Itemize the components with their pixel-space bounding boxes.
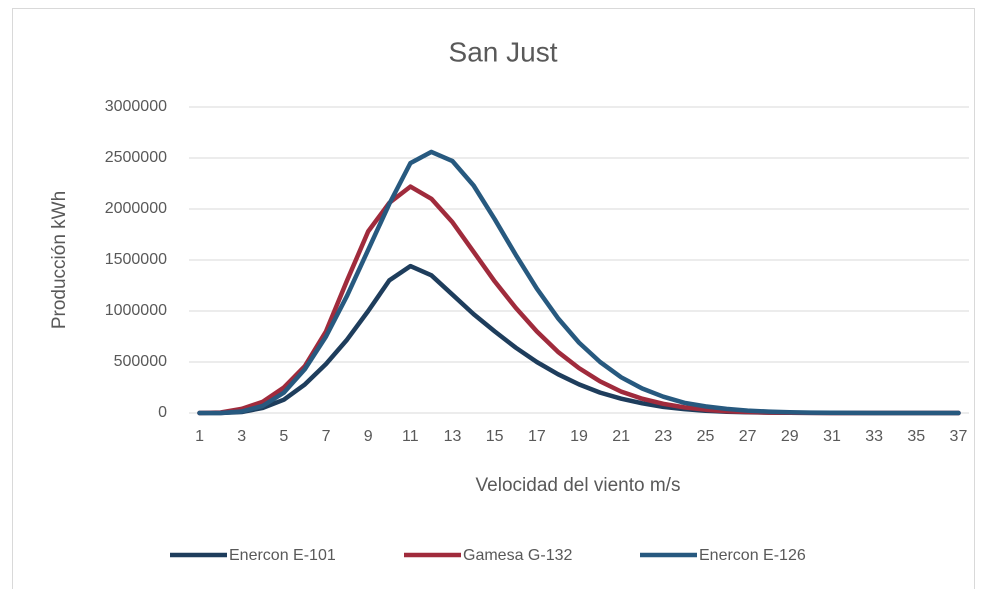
x-axis-label: Velocidad del viento m/s bbox=[476, 475, 681, 496]
x-tick-label: 5 bbox=[279, 428, 288, 445]
x-tick-label: 9 bbox=[364, 428, 373, 445]
legend-label: Enercon E-126 bbox=[699, 547, 806, 564]
x-tick-label: 35 bbox=[907, 428, 925, 445]
y-tick-label: 2000000 bbox=[105, 200, 167, 217]
series-line bbox=[197, 149, 961, 416]
y-tick-label: 0 bbox=[158, 404, 167, 421]
x-tick-label: 31 bbox=[823, 428, 841, 445]
x-tick-label: 25 bbox=[697, 428, 715, 445]
x-tick-label: 11 bbox=[402, 428, 419, 445]
x-tick-label: 33 bbox=[865, 428, 883, 445]
chart-title: San Just bbox=[449, 36, 558, 67]
x-tick-label: 19 bbox=[570, 428, 588, 445]
x-tick-label: 29 bbox=[781, 428, 799, 445]
legend-label: Enercon E-101 bbox=[229, 547, 336, 564]
x-tick-label: 27 bbox=[739, 428, 757, 445]
x-tick-label: 37 bbox=[950, 428, 968, 445]
x-tick-label: 3 bbox=[237, 428, 246, 445]
y-tick-label: 2500000 bbox=[105, 149, 167, 166]
y-axis-label: Producción kWh bbox=[49, 191, 70, 329]
x-tick-label: 1 bbox=[195, 428, 204, 445]
x-tick-label: 13 bbox=[444, 428, 462, 445]
x-tick-label: 15 bbox=[486, 428, 504, 445]
x-tick-label: 23 bbox=[654, 428, 672, 445]
legend-label: Gamesa G-132 bbox=[463, 547, 572, 564]
y-tick-label: 1000000 bbox=[105, 302, 167, 319]
y-tick-label: 3000000 bbox=[105, 98, 167, 115]
x-tick-label: 17 bbox=[528, 428, 546, 445]
x-tick-label: 7 bbox=[322, 428, 331, 445]
x-tick-label: 21 bbox=[612, 428, 630, 445]
y-tick-label: 500000 bbox=[114, 353, 167, 370]
y-tick-label: 1500000 bbox=[105, 251, 167, 268]
chart-border bbox=[12, 8, 975, 594]
